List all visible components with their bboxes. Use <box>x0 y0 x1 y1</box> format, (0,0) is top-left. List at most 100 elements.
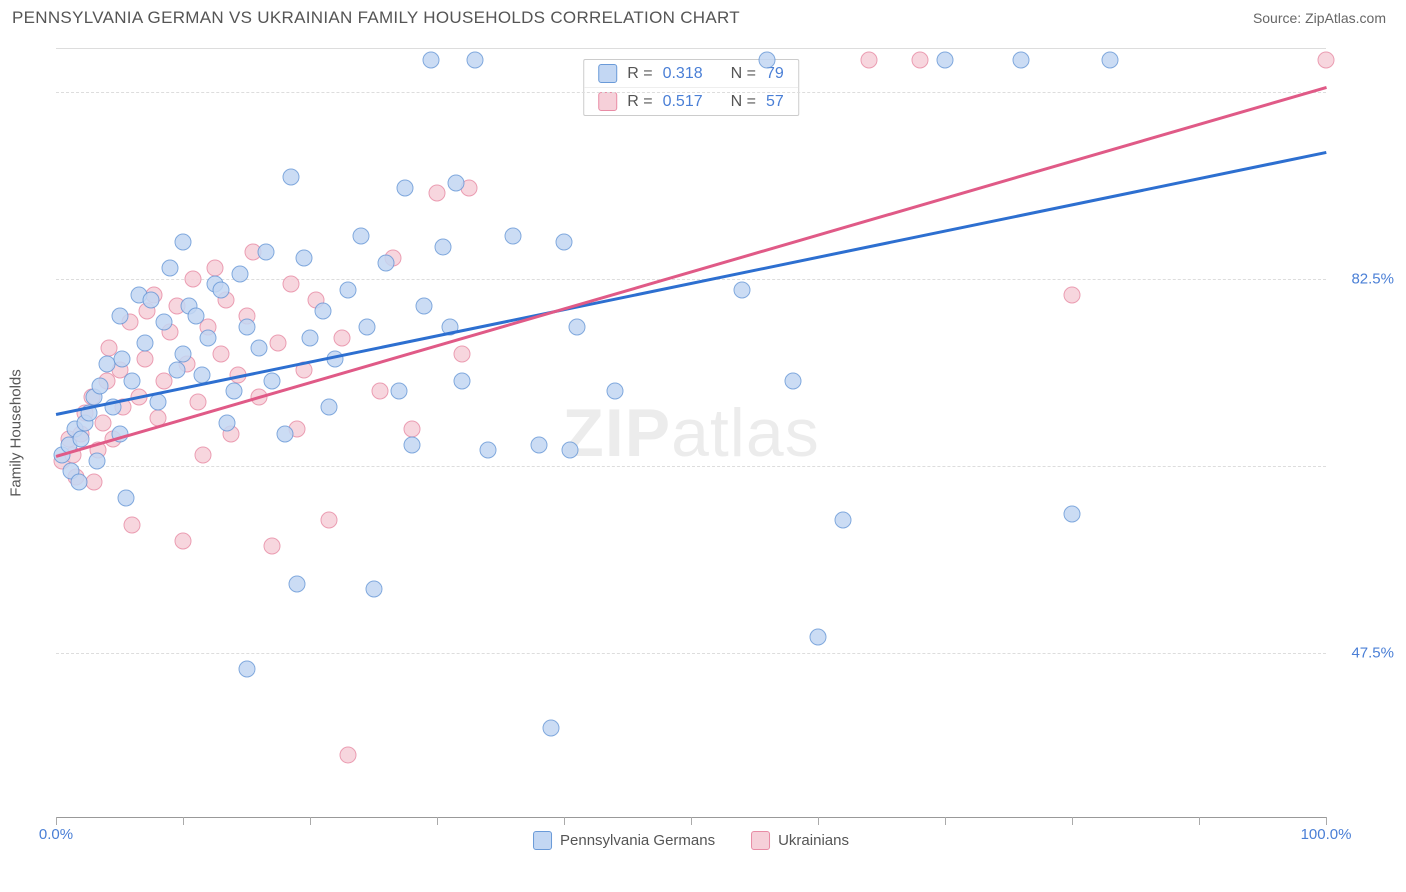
gridline <box>56 466 1326 467</box>
x-tick <box>310 817 311 825</box>
x-tick-label: 100.0% <box>1301 826 1352 843</box>
data-point-ukrainian <box>429 185 446 202</box>
data-point-pa-german <box>117 490 134 507</box>
data-point-pa-german <box>556 233 573 250</box>
data-point-pa-german <box>232 265 249 282</box>
plot-area: ZIPatlas R = 0.318 N = 79 R = 0.517 N = … <box>56 48 1326 818</box>
data-point-pa-german <box>359 319 376 336</box>
data-point-ukrainian <box>94 415 111 432</box>
data-point-pa-german <box>162 260 179 277</box>
data-point-ukrainian <box>1064 286 1081 303</box>
x-tick <box>1199 817 1200 825</box>
data-point-pa-german <box>114 351 131 368</box>
data-point-pa-german <box>251 340 268 357</box>
data-point-pa-german <box>111 308 128 325</box>
data-point-pa-german <box>289 575 306 592</box>
data-point-ukrainian <box>213 345 230 362</box>
data-point-pa-german <box>397 180 414 197</box>
data-point-pa-german <box>416 297 433 314</box>
data-point-pa-german <box>435 238 452 255</box>
swatch-ukrainian <box>751 831 770 850</box>
data-point-ukrainian <box>175 532 192 549</box>
data-point-pa-german <box>606 383 623 400</box>
data-point-pa-german <box>276 426 293 443</box>
x-tick <box>1072 817 1073 825</box>
data-point-pa-german <box>200 329 217 346</box>
data-point-pa-german <box>225 383 242 400</box>
data-point-ukrainian <box>911 51 928 68</box>
data-point-ukrainian <box>124 516 141 533</box>
data-point-pa-german <box>149 393 166 410</box>
x-tick <box>183 817 184 825</box>
data-point-pa-german <box>70 474 87 491</box>
data-point-pa-german <box>143 292 160 309</box>
x-tick <box>818 817 819 825</box>
data-point-pa-german <box>1102 51 1119 68</box>
data-point-pa-german <box>448 174 465 191</box>
data-point-ukrainian <box>340 746 357 763</box>
data-point-pa-german <box>1064 506 1081 523</box>
x-tick-label: 0.0% <box>39 826 73 843</box>
chart-title: PENNSYLVANIA GERMAN VS UKRAINIAN FAMILY … <box>12 8 740 28</box>
n-label: N = <box>731 93 756 111</box>
y-axis-title: Family Households <box>8 369 25 497</box>
data-point-ukrainian <box>860 51 877 68</box>
data-point-pa-german <box>543 720 560 737</box>
data-point-ukrainian <box>195 447 212 464</box>
source-attribution: Source: ZipAtlas.com <box>1253 10 1386 26</box>
data-point-pa-german <box>568 319 585 336</box>
data-point-pa-german <box>479 442 496 459</box>
data-point-ukrainian <box>190 393 207 410</box>
x-tick <box>1326 817 1327 825</box>
data-point-pa-german <box>784 372 801 389</box>
data-point-pa-german <box>321 399 338 416</box>
data-point-ukrainian <box>321 511 338 528</box>
data-point-pa-german <box>467 51 484 68</box>
data-point-pa-german <box>340 281 357 298</box>
data-point-pa-german <box>155 313 172 330</box>
data-point-pa-german <box>378 254 395 271</box>
x-tick <box>691 817 692 825</box>
data-point-pa-german <box>810 629 827 646</box>
data-point-pa-german <box>136 335 153 352</box>
r-value-pa-german: 0.318 <box>663 65 703 83</box>
data-point-pa-german <box>403 436 420 453</box>
x-tick <box>945 817 946 825</box>
data-point-pa-german <box>937 51 954 68</box>
data-point-pa-german <box>352 228 369 245</box>
data-point-pa-german <box>92 377 109 394</box>
data-point-pa-german <box>835 511 852 528</box>
y-tick-label: 47.5% <box>1334 645 1394 662</box>
data-point-pa-german <box>187 308 204 325</box>
n-label: N = <box>731 65 756 83</box>
data-point-pa-german <box>759 51 776 68</box>
swatch-pa-german <box>533 831 552 850</box>
data-point-ukrainian <box>333 329 350 346</box>
data-point-pa-german <box>238 319 255 336</box>
data-point-ukrainian <box>185 270 202 287</box>
series-label-ukrainian: Ukrainians <box>778 832 849 849</box>
legend-item-ukrainian: Ukrainians <box>751 831 849 850</box>
data-point-ukrainian <box>282 276 299 293</box>
data-point-pa-german <box>733 281 750 298</box>
data-point-pa-german <box>282 169 299 186</box>
data-point-ukrainian <box>206 260 223 277</box>
x-tick <box>564 817 565 825</box>
gridline <box>56 653 1326 654</box>
data-point-pa-german <box>302 329 319 346</box>
x-tick <box>56 817 57 825</box>
data-point-ukrainian <box>454 345 471 362</box>
data-point-pa-german <box>365 581 382 598</box>
data-point-pa-german <box>175 233 192 250</box>
data-point-pa-german <box>505 228 522 245</box>
trendline-pa-german <box>56 151 1326 415</box>
data-point-pa-german <box>213 281 230 298</box>
legend-item-pa-german: Pennsylvania Germans <box>533 831 715 850</box>
data-point-pa-german <box>314 303 331 320</box>
data-point-pa-german <box>295 249 312 266</box>
chart-header: PENNSYLVANIA GERMAN VS UKRAINIAN FAMILY … <box>0 0 1406 32</box>
gridline <box>56 92 1326 93</box>
data-point-pa-german <box>219 415 236 432</box>
watermark: ZIPatlas <box>562 394 819 472</box>
y-tick-label: 82.5% <box>1334 270 1394 287</box>
